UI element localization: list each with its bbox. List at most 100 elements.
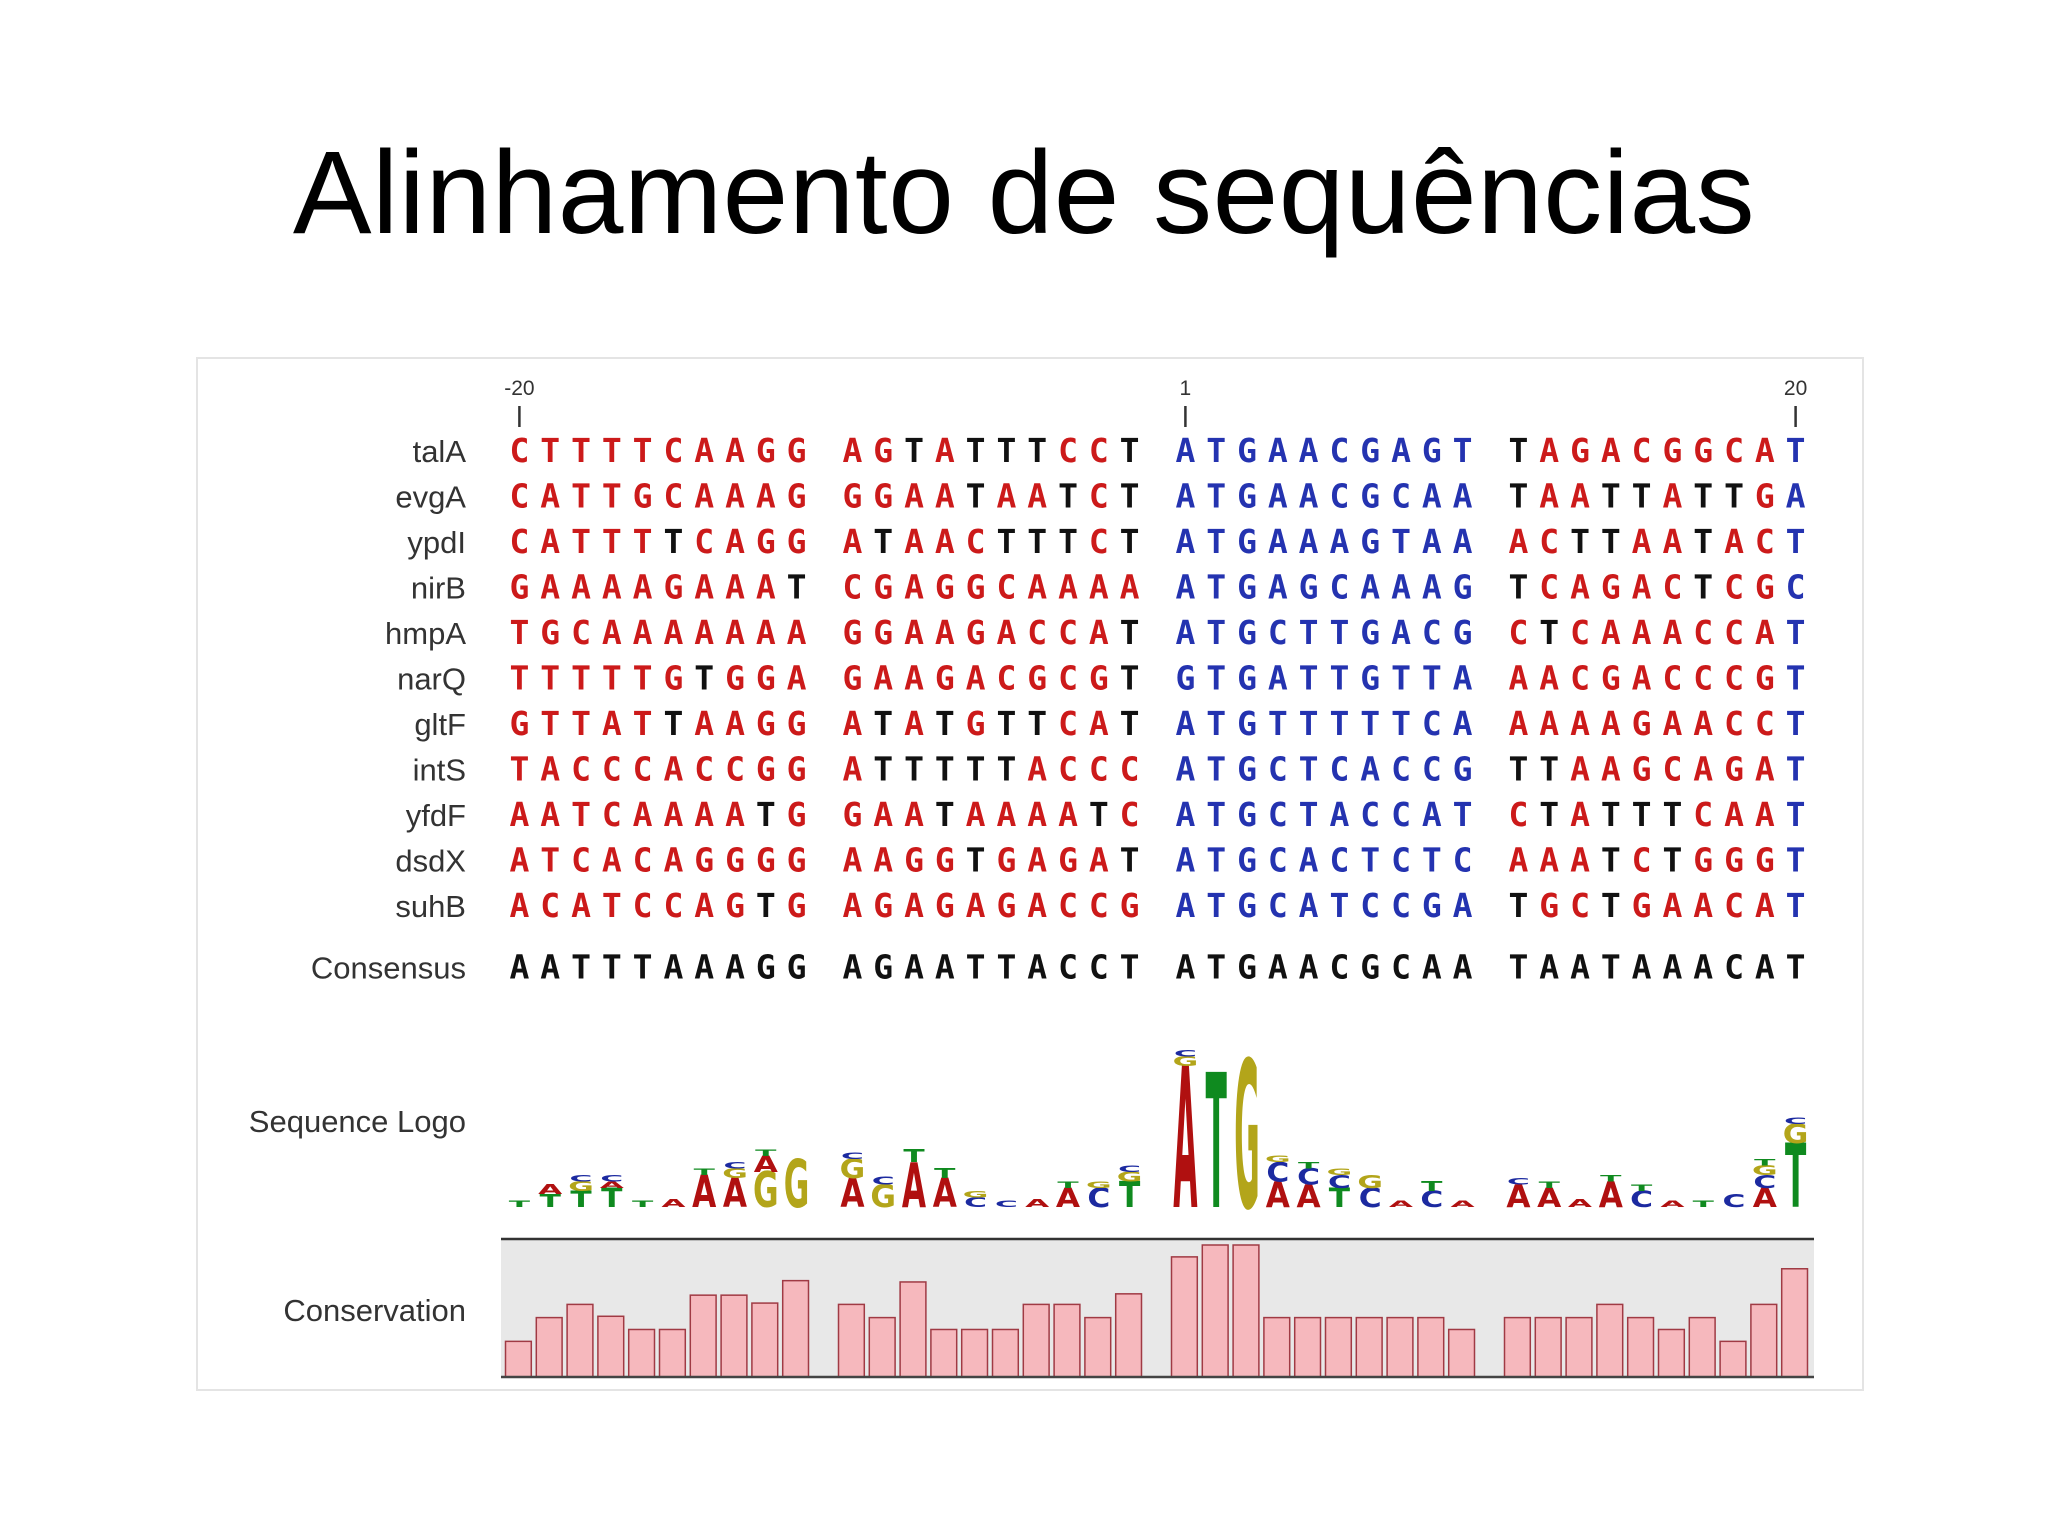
- base-hmpA-36: C: [1693, 613, 1713, 652]
- base-nirB-16: A: [1027, 568, 1047, 607]
- conservation-bar-4: [627, 1328, 656, 1378]
- ruler-tick-label: -20: [504, 377, 534, 400]
- base-evgA-37: T: [1724, 477, 1744, 516]
- consensus-label: Consensus: [311, 951, 466, 986]
- base-intS-26: A: [1360, 750, 1380, 789]
- base-gltF-4: T: [633, 704, 653, 743]
- base-dsdX-1: T: [540, 841, 560, 880]
- consensus-base-38: A: [1755, 948, 1775, 987]
- conservation-bar-30: [1503, 1316, 1532, 1378]
- base-suhB-13: G: [935, 886, 955, 925]
- base-dsdX-4: C: [633, 841, 653, 880]
- sequence-name-ypdI: ypdI: [407, 525, 466, 560]
- base-yfdF-7: A: [725, 795, 745, 834]
- base-nirB-11: G: [873, 568, 893, 607]
- base-gltF-13: T: [935, 704, 955, 743]
- base-hmpA-34: A: [1632, 613, 1652, 652]
- logo-letter-29-A: A: [1451, 1199, 1475, 1209]
- consensus-base-36: A: [1693, 948, 1713, 987]
- base-ypdI-9: G: [787, 522, 807, 561]
- logo-letter-10-G: G: [840, 1153, 866, 1184]
- base-evgA-9: G: [787, 477, 807, 516]
- conservation-bar-8: [751, 1302, 779, 1378]
- logo-letter-24-A: A: [1297, 1179, 1321, 1215]
- consensus-base-22: G: [1237, 948, 1257, 987]
- base-gltF-32: A: [1570, 704, 1590, 743]
- conservation-bar-27: [1386, 1316, 1414, 1378]
- base-narQ-7: G: [725, 659, 745, 698]
- base-yfdF-25: A: [1329, 795, 1349, 834]
- base-nirB-8: A: [756, 568, 776, 607]
- logo-letter-28-T: T: [1421, 1179, 1443, 1194]
- logo-letter-32-A: A: [1568, 1197, 1592, 1209]
- base-ypdI-0: C: [509, 522, 529, 561]
- base-gltF-23: T: [1268, 704, 1288, 743]
- base-narQ-25: T: [1329, 659, 1349, 698]
- base-dsdX-38: G: [1755, 841, 1775, 880]
- base-hmpA-19: T: [1120, 613, 1140, 652]
- base-gltF-34: G: [1632, 704, 1652, 743]
- base-yfdF-15: A: [996, 795, 1016, 834]
- base-nirB-24: G: [1299, 568, 1319, 607]
- base-ypdI-38: C: [1755, 522, 1775, 561]
- base-yfdF-12: A: [904, 795, 924, 834]
- sequence-name-gltF: gltF: [414, 707, 466, 742]
- base-hmpA-37: C: [1724, 613, 1744, 652]
- base-intS-31: T: [1539, 750, 1559, 789]
- base-talA-26: G: [1360, 431, 1380, 470]
- base-yfdF-21: T: [1206, 795, 1226, 834]
- base-ypdI-4: T: [633, 522, 653, 561]
- base-intS-21: T: [1206, 750, 1226, 789]
- logo-letter-14-G: G: [963, 1190, 989, 1200]
- logo-letter-9-G: G: [784, 1147, 810, 1224]
- logo-letter-33-T: T: [1600, 1174, 1622, 1184]
- base-ypdI-23: A: [1268, 522, 1288, 561]
- base-dsdX-33: T: [1601, 841, 1621, 880]
- base-gltF-38: C: [1755, 704, 1775, 743]
- base-suhB-4: C: [633, 886, 653, 925]
- conservation-bar-7: [720, 1294, 748, 1378]
- base-evgA-33: T: [1601, 477, 1621, 516]
- base-gltF-2: T: [571, 704, 591, 743]
- consensus-base-33: T: [1601, 948, 1621, 987]
- base-talA-2: T: [571, 431, 591, 470]
- base-suhB-36: A: [1693, 886, 1713, 925]
- base-talA-23: A: [1268, 431, 1288, 470]
- logo-letter-10-C: C: [841, 1151, 864, 1161]
- base-evgA-35: A: [1662, 477, 1682, 516]
- base-dsdX-10: A: [842, 841, 862, 880]
- base-nirB-7: A: [725, 568, 745, 607]
- base-narQ-31: A: [1539, 659, 1559, 698]
- base-talA-39: T: [1786, 431, 1806, 470]
- base-hmpA-3: A: [602, 613, 622, 652]
- base-yfdF-11: A: [873, 795, 893, 834]
- logo-letter-21-T: T: [1206, 1037, 1227, 1252]
- conservation-bar-26: [1355, 1316, 1383, 1378]
- base-nirB-6: A: [694, 568, 714, 607]
- base-intS-19: C: [1120, 750, 1140, 789]
- base-yfdF-26: C: [1360, 795, 1380, 834]
- base-dsdX-30: A: [1508, 841, 1528, 880]
- logo-letter-1-A: A: [538, 1182, 563, 1197]
- base-nirB-29: G: [1453, 568, 1473, 607]
- base-suhB-37: C: [1724, 886, 1744, 925]
- conservation-bar-39: [1780, 1268, 1809, 1378]
- base-nirB-18: A: [1089, 568, 1109, 607]
- sequence-name-yfdF: yfdF: [406, 798, 466, 833]
- base-gltF-19: T: [1120, 704, 1140, 743]
- base-suhB-11: G: [873, 886, 893, 925]
- logo-letter-19-C: C: [1118, 1164, 1141, 1174]
- base-ypdI-22: G: [1237, 522, 1257, 561]
- base-intS-12: T: [904, 750, 924, 789]
- logo-letter-23-G: G: [1265, 1154, 1291, 1164]
- base-intS-11: T: [873, 750, 893, 789]
- logo-letter-24-C: C: [1297, 1165, 1320, 1190]
- base-talA-18: C: [1089, 431, 1109, 470]
- base-yfdF-35: T: [1662, 795, 1682, 834]
- base-evgA-36: T: [1693, 477, 1713, 516]
- base-evgA-28: A: [1422, 477, 1442, 516]
- base-intS-15: T: [996, 750, 1016, 789]
- logo-letter-16-A: A: [1025, 1197, 1049, 1209]
- base-narQ-23: A: [1268, 659, 1288, 698]
- base-ypdI-31: C: [1539, 522, 1559, 561]
